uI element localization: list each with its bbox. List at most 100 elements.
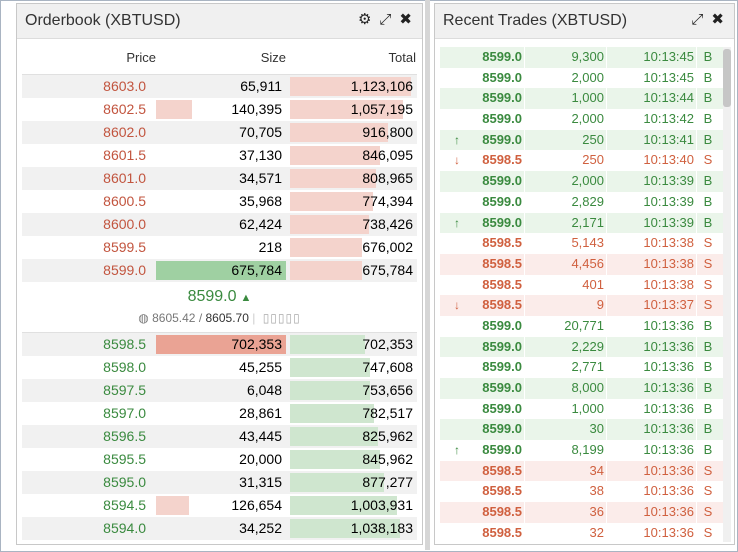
column-separator (696, 171, 697, 192)
column-separator (696, 253, 697, 275)
order-total: 1,057,195 (350, 101, 413, 117)
gear-icon[interactable]: ⚙ (357, 11, 372, 28)
order-price: 8602.5 (103, 101, 146, 117)
column-separator (606, 253, 607, 275)
column-header-price[interactable]: Price (126, 50, 156, 65)
column-separator (696, 357, 697, 378)
trade-price: 8598.5 (482, 297, 522, 313)
order-total: 747,608 (362, 359, 413, 375)
trade-side: S (703, 504, 713, 520)
tick-down-arrow-icon (454, 254, 468, 275)
trade-row: 8599.0 20,771 10:13:36 B (440, 315, 723, 337)
bid-row[interactable]: 8595.0 31,315 877,277 (22, 471, 417, 494)
order-price: 8595.0 (103, 474, 146, 490)
bid-row[interactable]: 8597.0 28,861 782,517 (22, 402, 417, 425)
trade-row: 8598.5 5,143 10:13:38 S (440, 233, 723, 254)
tick-down-arrow-icon (454, 171, 468, 192)
order-size: 34,252 (239, 520, 282, 536)
column-separator (606, 129, 607, 151)
bid-row[interactable]: 8598.0 45,255 747,608 (22, 356, 417, 379)
order-size: 31,315 (239, 474, 282, 490)
tick-down-arrow-icon (454, 461, 468, 482)
index-price-icon: ◍ (138, 311, 149, 325)
column-separator (606, 378, 607, 399)
scrollbar-thumb[interactable] (723, 49, 731, 107)
column-header-size[interactable]: Size (260, 50, 286, 65)
index-price: 8605.42 (152, 311, 196, 325)
column-separator (606, 212, 607, 234)
column-header-total[interactable]: Total (388, 50, 416, 65)
trades-scrollbar[interactable] (723, 47, 731, 542)
close-icon[interactable]: ✖ (711, 11, 724, 28)
column-separator (524, 398, 525, 420)
bid-row[interactable]: 8594.0 34,252 1,038,183 (22, 517, 417, 540)
total-depth-bar (290, 123, 388, 142)
close-icon[interactable]: ✖ (399, 11, 412, 28)
trade-price: 8598.5 (482, 524, 522, 540)
trade-side: B (703, 111, 713, 127)
ask-row[interactable]: 8599.0 675,784 675,784 (22, 259, 417, 282)
ask-row[interactable]: 8600.5 35,968 774,394 (22, 190, 417, 213)
expand-icon[interactable]: ⤢ (379, 11, 392, 28)
tick-down-arrow-icon (454, 68, 468, 89)
trade-size: 36 (589, 504, 604, 520)
trade-time: 10:13:36 (643, 504, 694, 520)
ask-row[interactable]: 8602.5 140,395 1,057,195 (22, 98, 417, 121)
trade-time: 10:13:39 (643, 214, 694, 230)
total-depth-bar (290, 404, 374, 423)
trade-side: B (703, 317, 713, 333)
trade-row: 8599.0 2,771 10:13:36 B (440, 357, 723, 378)
trade-price: 8598.5 (482, 483, 522, 499)
total-depth-bar (290, 381, 370, 400)
trade-size: 250 (582, 152, 604, 168)
column-separator (524, 481, 525, 503)
order-size: 34,571 (239, 170, 282, 186)
total-depth-bar (290, 77, 411, 96)
total-depth-bar (290, 100, 404, 119)
column-separator (524, 460, 525, 482)
column-separator (606, 315, 607, 337)
order-size: 140,395 (231, 101, 282, 117)
bid-row[interactable]: 8598.5 702,353 702,353 (22, 333, 417, 356)
size-depth-bar (156, 335, 286, 354)
column-separator (524, 419, 525, 441)
bid-row[interactable]: 8594.5 126,654 1,003,931 (22, 494, 417, 517)
order-size: 70,705 (239, 124, 282, 140)
tick-down-arrow-icon (454, 419, 468, 440)
ask-row[interactable]: 8603.0 65,911 1,123,106 (22, 75, 417, 98)
column-separator (696, 419, 697, 441)
total-depth-bar (290, 450, 381, 469)
trade-side: S (703, 235, 713, 251)
bid-row[interactable]: 8597.5 6,048 753,656 (22, 379, 417, 402)
column-separator (524, 440, 525, 461)
column-separator (696, 67, 697, 89)
column-separator (524, 171, 525, 192)
ask-row[interactable]: 8601.0 34,571 808,965 (22, 167, 417, 190)
ask-row[interactable]: 8600.0 62,424 738,426 (22, 213, 417, 236)
trade-time: 10:13:36 (643, 400, 694, 416)
trade-row: ↓ 8598.5 250 10:13:40 S (440, 150, 723, 172)
trade-row: 8599.0 1,000 10:13:44 B (440, 88, 723, 110)
orderbook-panel: Orderbook (XBTUSD) ⚙ ⤢ ✖ Price Size Tota… (16, 3, 423, 545)
expand-icon[interactable]: ⤢ (691, 11, 704, 28)
trade-time: 10:13:36 (643, 338, 694, 354)
column-separator (606, 233, 607, 254)
panel-resize-handle[interactable] (425, 0, 430, 550)
order-price: 8594.0 (103, 520, 146, 536)
mark-price: 8605.70 (205, 311, 249, 325)
column-separator (606, 460, 607, 482)
column-separator (696, 336, 697, 358)
trade-size: 2,771 (571, 359, 604, 375)
total-depth-bar (290, 427, 378, 446)
bid-row[interactable]: 8596.5 43,445 825,962 (22, 425, 417, 448)
ask-row[interactable]: 8602.0 70,705 916,800 (22, 121, 417, 144)
trade-size: 401 (582, 276, 604, 292)
bid-row[interactable]: 8595.5 20,000 845,962 (22, 448, 417, 471)
trade-time: 10:13:44 (643, 90, 694, 106)
column-separator (524, 150, 525, 172)
ask-row[interactable]: 8601.5 37,130 846,095 (22, 144, 417, 167)
ask-row[interactable]: 8599.5 218 676,002 (22, 236, 417, 259)
order-price: 8597.5 (103, 382, 146, 398)
trade-size: 34 (589, 462, 604, 478)
order-total: 1,003,931 (350, 497, 413, 513)
